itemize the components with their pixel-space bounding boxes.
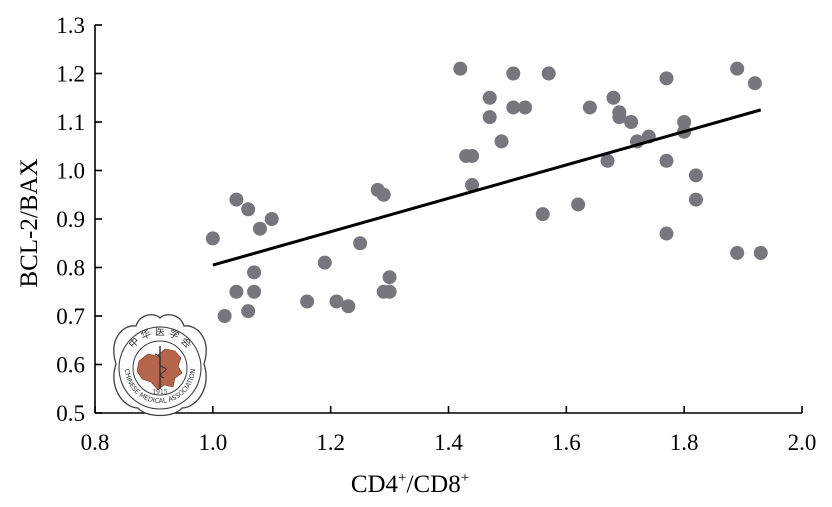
data-point [241,304,256,319]
data-point [300,294,315,309]
data-point [329,294,344,309]
data-point [535,207,550,222]
data-point [494,134,509,149]
data-point [241,202,256,217]
data-point [247,265,262,280]
x-tick-label: 0.8 [81,430,110,455]
x-tick-label: 1.6 [552,430,581,455]
y-tick-label: 0.8 [56,256,85,281]
data-point [264,212,279,226]
logo-year: 1915 [152,389,167,396]
data-point [341,299,356,314]
data-point [624,115,639,129]
data-point [252,221,267,236]
data-point [382,284,397,299]
trend-line [212,108,762,267]
data-point [229,284,244,299]
data-point [453,61,468,76]
data-point [518,100,533,115]
y-tick-label: 0.9 [56,207,85,232]
data-point [753,245,768,260]
cma-logo-seal: 中 华 医 学 会 CHINESE MEDICAL ASSOCIATION 19… [113,314,207,417]
x-axis-title: CD4+/CD8+ [351,470,469,498]
data-point [353,236,368,251]
data-point [482,90,497,105]
data-point [747,76,762,91]
y-tick-label: 1.3 [56,13,85,38]
data-point [376,187,391,202]
data-point [217,309,232,323]
y-tick-label: 1.2 [56,62,85,87]
data-point [659,153,674,168]
y-tick-label: 0.5 [56,401,85,426]
data-point [677,115,692,129]
data-point [506,66,521,81]
data-point [659,71,674,86]
x-tick-label: 1.2 [316,430,345,455]
data-point [205,231,220,246]
data-point [482,110,497,125]
data-point [612,110,627,125]
y-tick-label: 1.0 [56,159,85,184]
data-point [582,100,597,115]
data-point [600,153,615,168]
y-tick-label: 0.7 [56,304,85,329]
data-point [606,90,621,105]
data-point [730,245,745,260]
x-tick-label: 1.4 [434,430,463,455]
axis-ticks: 0.8 1.0 1.2 1.4 1.6 1.8 2.0 0.5 0.6 0.7 0.8 0.9 1.0 1… [56,13,816,455]
x-tick-label: 1.8 [670,430,699,455]
data-point [688,168,703,183]
data-point [317,255,332,270]
data-point [659,226,674,241]
data-points [205,61,768,323]
data-point [730,61,745,76]
y-tick-label: 0.6 [56,353,85,378]
y-axis-title: BCL-2/BAX [16,158,43,287]
data-point [229,192,244,207]
data-point [688,192,703,207]
data-point [571,197,586,212]
data-point [465,148,480,163]
x-tick-label: 1.0 [198,430,227,455]
data-point [465,178,480,193]
x-tick-label: 2.0 [788,430,817,455]
data-point [541,66,556,81]
data-point [247,284,262,299]
data-point [506,100,521,115]
y-tick-label: 1.1 [56,110,85,135]
data-point [382,270,397,285]
